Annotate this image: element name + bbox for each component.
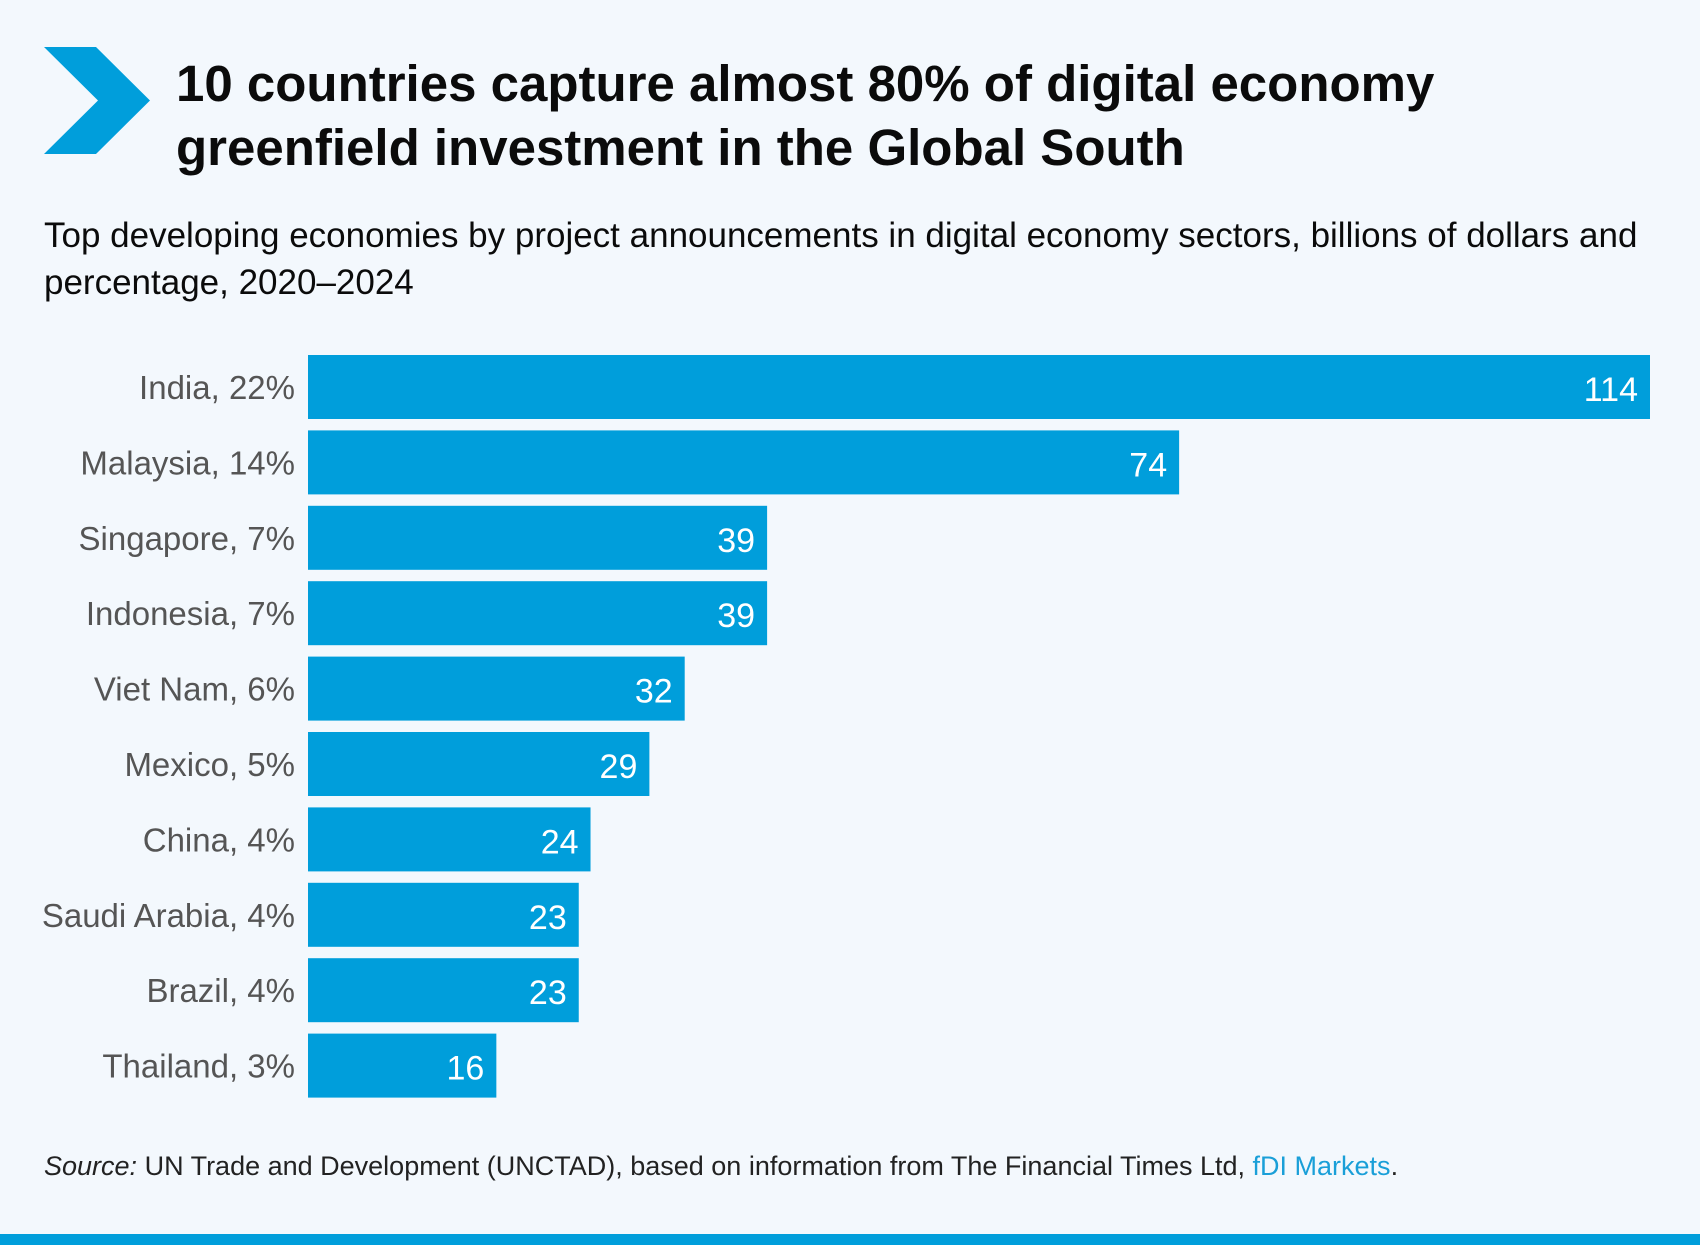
category-label-1: India, 22%	[139, 369, 295, 406]
value-label-8: 23	[529, 899, 567, 937]
source-link-fdi-markets[interactable]: fDI Markets	[1252, 1151, 1391, 1181]
chart-subtitle: Top developing economies by project anno…	[44, 216, 1638, 302]
chart-title: 10 countries capture almost 80% of digit…	[176, 55, 1435, 176]
category-label-9: Brazil, 4%	[146, 972, 295, 1009]
source-end: .	[1390, 1151, 1399, 1181]
category-label-7: China, 4%	[143, 821, 295, 858]
category-label-10: Thailand, 3%	[102, 1048, 295, 1085]
bar-1	[308, 355, 1650, 419]
bar-7	[308, 807, 591, 872]
source-note: Source: UN Trade and Development (UNCTAD…	[44, 1148, 1398, 1184]
bar-9	[308, 958, 579, 1023]
value-label-7: 24	[541, 823, 579, 861]
category-label-8: Saudi Arabia, 4%	[42, 897, 295, 934]
value-label-1: 114	[1584, 371, 1638, 409]
category-label-2: Malaysia, 14%	[80, 444, 295, 481]
bar-8	[308, 882, 579, 947]
value-label-4: 39	[717, 597, 755, 635]
category-label-5: Viet Nam, 6%	[94, 671, 295, 708]
bar-6	[308, 732, 650, 796]
source-text: UN Trade and Development (UNCTAD), based…	[137, 1151, 1253, 1181]
bottom-accent-bar	[0, 1234, 1700, 1245]
category-label-4: Indonesia, 7%	[86, 595, 295, 632]
value-label-6: 29	[600, 748, 638, 786]
source-label: Source:	[44, 1151, 138, 1181]
value-label-10: 16	[447, 1050, 485, 1088]
bar-2	[308, 430, 1180, 495]
chevron-right-icon	[44, 47, 150, 154]
category-label-3: Singapore, 7%	[79, 520, 295, 557]
value-label-3: 39	[717, 522, 755, 560]
bars-group: India, 22% 114 Malaysia, 14% 74 Singapore, 7…	[42, 355, 1650, 1098]
bar-4	[308, 581, 768, 646]
value-label-2: 74	[1129, 446, 1167, 484]
bar-5	[308, 656, 685, 721]
category-label-6: Mexico, 5%	[124, 746, 295, 783]
value-label-9: 23	[529, 974, 567, 1012]
bar-10	[308, 1033, 497, 1098]
bar-3	[308, 505, 768, 570]
value-label-5: 32	[635, 673, 673, 711]
